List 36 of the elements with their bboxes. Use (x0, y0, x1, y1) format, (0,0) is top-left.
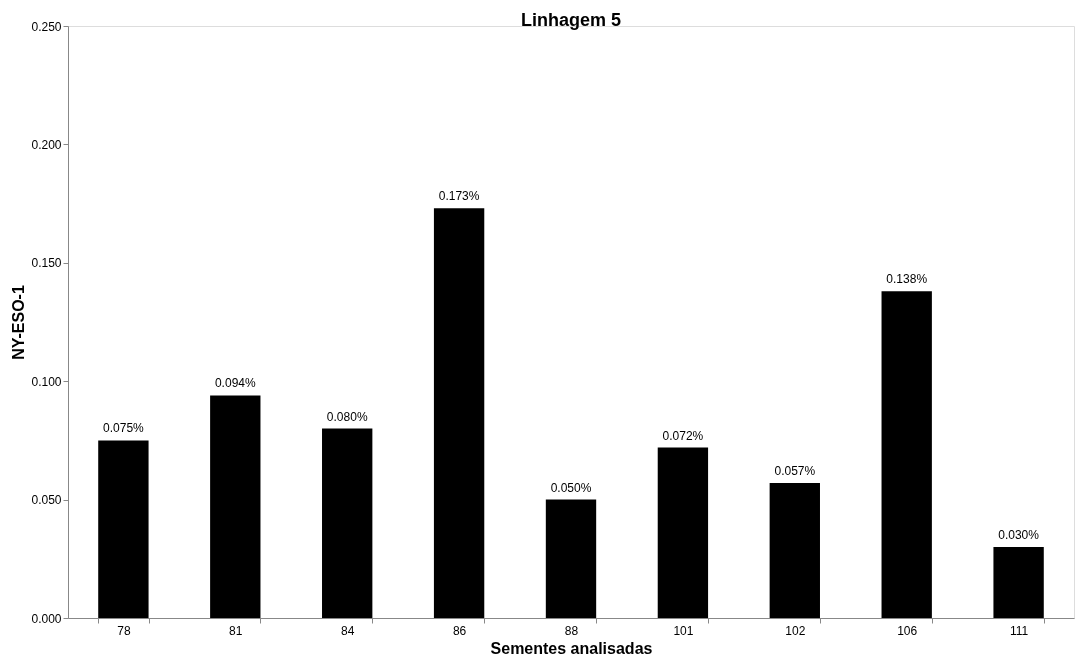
x-tick-label: 106 (897, 623, 918, 638)
data-label: 0.072% (662, 428, 704, 443)
bar (993, 546, 1044, 618)
bar (881, 291, 932, 618)
x-tick-label: 84 (341, 623, 355, 638)
data-label: 0.080% (326, 409, 368, 424)
y-tick-label: 0.050 (31, 493, 62, 508)
x-tick-label: 111 (1009, 623, 1029, 638)
bar (98, 440, 149, 618)
x-tick-label: 101 (673, 623, 694, 638)
x-tick-label: 86 (452, 623, 467, 638)
data-label: 0.030% (998, 527, 1040, 542)
bar (322, 428, 373, 618)
y-axis-title: NY-ESO-1 (10, 285, 28, 360)
x-tick-label: 102 (785, 623, 806, 638)
bar (657, 447, 709, 618)
y-tick-label: 0.000 (31, 611, 62, 626)
bar (769, 483, 820, 618)
bar (433, 208, 485, 618)
data-label: 0.138% (886, 272, 928, 287)
data-label: 0.057% (774, 464, 816, 479)
y-tick-label: 0.150 (31, 256, 62, 271)
y-tick-label: 0.250 (31, 19, 62, 34)
chart-title: Linhagem 5 (520, 10, 622, 30)
data-label: 0.094% (214, 376, 256, 391)
x-tick-label: 78 (117, 623, 131, 638)
bar (210, 395, 261, 618)
y-tick-label: 0.100 (31, 374, 62, 389)
data-label: 0.050% (550, 480, 592, 495)
x-axis-title: Sementes analisadas (490, 639, 653, 657)
y-tick-label: 0.200 (31, 137, 62, 152)
data-label: 0.075% (103, 421, 145, 436)
bar (545, 499, 597, 618)
x-tick-label: 81 (229, 623, 243, 638)
data-label: 0.173% (438, 189, 480, 204)
x-tick-label: 88 (564, 623, 579, 638)
